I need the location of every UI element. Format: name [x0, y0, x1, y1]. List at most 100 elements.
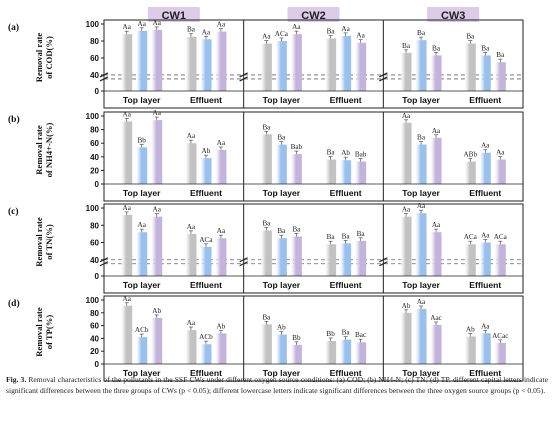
significance-label: ACa	[199, 236, 213, 244]
bar	[355, 342, 367, 364]
bar	[121, 34, 133, 91]
category-label: Effluent	[190, 368, 222, 378]
y-tick-label: 40	[90, 153, 99, 162]
category-label: Top layer	[123, 368, 161, 378]
figure-caption: Fig. 3. Removal characteristics of the p…	[6, 374, 548, 396]
bar	[430, 324, 442, 364]
figure-number: Fig. 3.	[6, 375, 27, 384]
bar	[464, 161, 476, 184]
bar	[415, 308, 427, 364]
y-tick-label: 80	[90, 37, 99, 46]
bar	[479, 242, 491, 276]
bar	[494, 244, 506, 276]
significance-label: Aa	[481, 142, 490, 150]
significance-label: ABb	[463, 151, 477, 159]
bar	[151, 120, 163, 184]
bar	[494, 62, 506, 91]
y-axis-label: Removal rateof TN(%)	[34, 217, 54, 267]
y-tick-label: 0	[95, 360, 100, 369]
significance-label: Aa	[262, 33, 271, 41]
category-label: Top layer	[402, 188, 440, 198]
category-label: Top layer	[123, 95, 161, 105]
bar	[355, 240, 367, 276]
bar	[355, 42, 367, 91]
y-tick-label: 0	[95, 180, 100, 189]
category-label: Effluent	[190, 188, 222, 198]
significance-label: Aa	[217, 227, 226, 235]
bar	[325, 38, 337, 91]
significance-label: Aa	[341, 25, 350, 33]
significance-label: Ba	[327, 27, 336, 35]
significance-label: Ab	[402, 302, 411, 310]
bar	[430, 55, 442, 91]
y-axis-label: Removal rateof TP(%)	[34, 307, 54, 357]
bar	[340, 160, 352, 184]
bar	[494, 342, 506, 364]
bar	[275, 334, 287, 364]
bar	[215, 31, 227, 92]
significance-label: ACb	[135, 326, 149, 334]
group-header-box	[287, 7, 340, 22]
category-label: Top layer	[263, 368, 301, 378]
axis-break-mark	[379, 257, 388, 267]
significance-label: Ba	[262, 123, 271, 131]
significance-label: Ba	[327, 233, 336, 241]
group-header-box	[427, 7, 480, 22]
bar	[200, 246, 212, 276]
bar	[136, 232, 148, 276]
panel-frame	[103, 111, 524, 202]
significance-label: Aa	[292, 23, 301, 31]
panel-label: (a)	[8, 22, 19, 33]
significance-label: Aa	[187, 223, 196, 231]
significance-label: Aa	[202, 28, 211, 36]
significance-label: Aa	[432, 127, 441, 135]
bar	[136, 30, 148, 91]
significance-label: Ba	[277, 134, 286, 142]
significance-label: Aa	[432, 221, 441, 229]
y-tick-label: 40	[90, 71, 99, 80]
bar	[400, 216, 412, 276]
significance-label: Aa	[153, 206, 162, 214]
significance-label: ACac	[492, 332, 508, 340]
significance-label: ACa	[275, 30, 289, 38]
significance-label: Aa	[217, 139, 226, 147]
panel-label: (d)	[8, 298, 20, 309]
axis-break-mark	[239, 257, 248, 267]
category-label: Effluent	[469, 368, 501, 378]
category-label: Effluent	[330, 188, 362, 198]
axis-break-mark	[239, 72, 248, 82]
significance-label: Ab	[466, 325, 475, 333]
y-tick-label: 100	[86, 112, 100, 121]
significance-label: Ba	[262, 313, 271, 321]
category-label: Effluent	[190, 95, 222, 105]
y-tick-label: 100	[86, 296, 100, 305]
significance-label: Aac	[430, 314, 442, 322]
significance-label: ACa	[494, 233, 508, 241]
significance-label: Ba	[262, 219, 271, 227]
bar	[121, 305, 133, 364]
category-label: Effluent	[469, 95, 501, 105]
category-label: Effluent	[469, 280, 501, 290]
bar	[479, 152, 491, 184]
y-tick-label: 60	[90, 239, 99, 248]
bar	[185, 143, 197, 184]
significance-label: Ba	[481, 44, 490, 52]
y-tick-label: 40	[90, 256, 99, 265]
bar	[325, 340, 337, 364]
significance-label: Ba	[432, 44, 441, 52]
bar	[290, 154, 302, 184]
bar	[464, 336, 476, 364]
category-label: Effluent	[330, 280, 362, 290]
significance-label: Aa	[153, 19, 162, 27]
group-header-label: CW3	[441, 10, 465, 22]
significance-label: Ba	[357, 230, 366, 238]
bar	[494, 159, 506, 184]
significance-label: Ba	[327, 149, 336, 157]
y-tick-label: 0	[95, 272, 100, 281]
category-label: Top layer	[123, 188, 161, 198]
significance-label: Aa	[417, 298, 426, 306]
significance-label: Aa	[187, 319, 196, 327]
bar	[215, 238, 227, 276]
bar	[215, 150, 227, 184]
significance-label: Bb	[326, 330, 335, 338]
